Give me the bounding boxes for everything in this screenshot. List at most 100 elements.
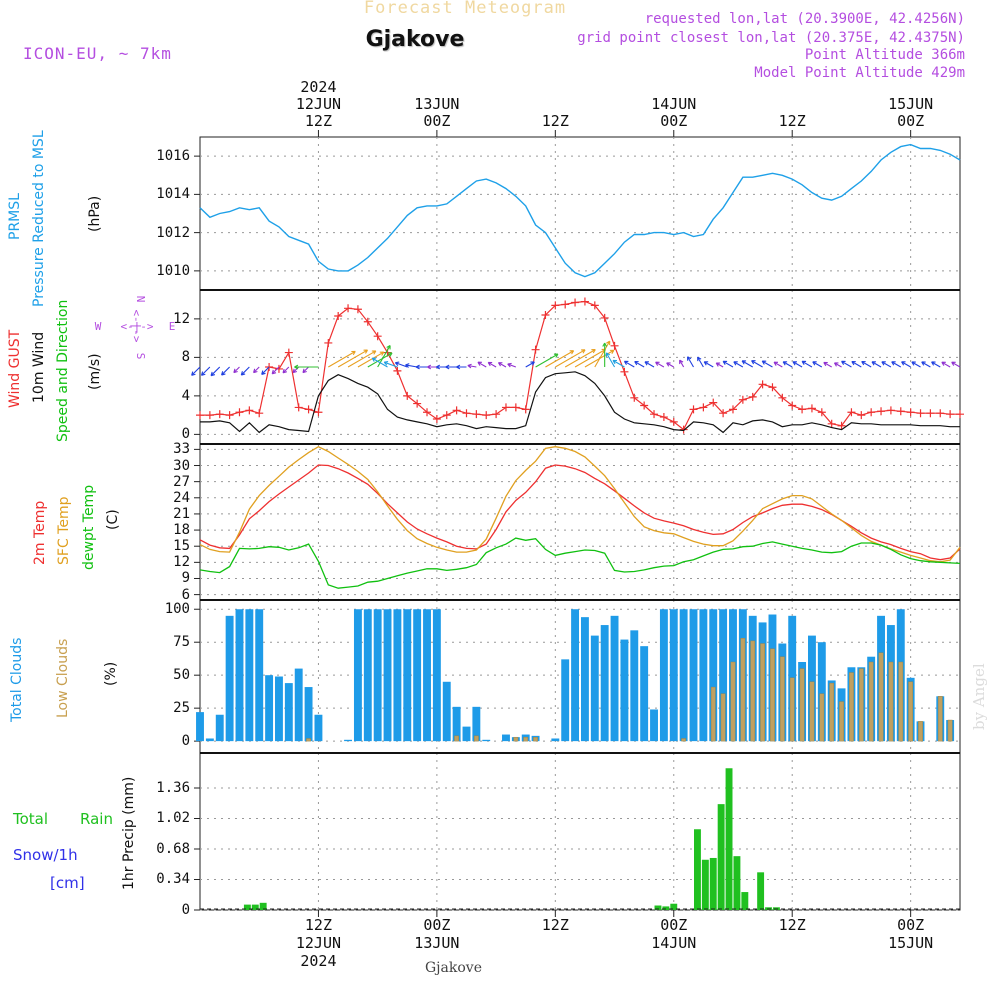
compass-ew-arrow: <-|-> — [120, 320, 153, 333]
wind-arrow — [367, 352, 393, 368]
wind-arrow — [545, 350, 575, 368]
wind-arrow — [602, 342, 608, 367]
gust-point — [334, 311, 343, 320]
temp-ytick-label: 18 — [173, 522, 190, 539]
gust-point — [373, 332, 382, 341]
wind-arrow — [941, 361, 951, 368]
wind-arrow — [282, 366, 290, 374]
low-cloud-bar — [858, 668, 864, 742]
low-cloud-bar — [868, 661, 874, 742]
total-cloud-bar — [502, 734, 510, 742]
total-cloud-bar — [630, 630, 639, 742]
gust-point — [235, 408, 244, 417]
gust-point — [482, 411, 491, 420]
footer-location: Gjakove — [425, 960, 482, 976]
gust-point — [561, 300, 570, 309]
low-cloud-bar — [681, 738, 687, 742]
gust-point — [521, 405, 530, 414]
total-cloud-bar — [719, 609, 728, 742]
wind-arrow — [911, 361, 921, 368]
wind-arrow — [467, 363, 477, 369]
precip-bar — [717, 804, 725, 910]
wind-arrow — [233, 366, 240, 374]
top-time-label: 13JUN — [414, 95, 460, 113]
total-cloud-bar — [245, 609, 254, 742]
gust-point — [827, 419, 836, 428]
total-cloud-bar — [403, 609, 412, 742]
wind-arrow — [703, 361, 714, 368]
total-cloud-bar — [571, 609, 580, 742]
gust-point — [679, 425, 688, 434]
wind-arrow — [445, 364, 457, 370]
gust-point — [196, 411, 204, 420]
precip-bar — [701, 859, 709, 910]
wind-arrow — [605, 352, 616, 368]
wind-ytick-label: 0 — [181, 426, 190, 443]
wind-arrow — [761, 360, 773, 368]
gust-point — [788, 401, 797, 410]
gust-point — [541, 311, 550, 320]
wind-arrow — [240, 366, 250, 376]
location-title: Gjakove — [365, 27, 465, 52]
top-time-label: 12JUN — [295, 95, 342, 113]
low-cloud-bar — [849, 672, 854, 742]
low-cloud-bar — [473, 735, 479, 742]
total-cloud-bar — [689, 609, 698, 742]
gust-point — [956, 410, 964, 419]
gust-point — [304, 405, 313, 414]
total-cloud-bar — [472, 706, 481, 742]
bottom-time-label: 13JUN — [414, 934, 460, 952]
gust-point — [778, 393, 787, 402]
precip-bar — [741, 892, 749, 910]
temp-ytick-label: 6 — [181, 586, 190, 603]
total-cloud-bar — [373, 609, 382, 742]
total-cloud-bar — [284, 683, 293, 742]
low-cloud-bar — [306, 738, 311, 742]
wind-arrow — [687, 356, 694, 368]
gust-point — [659, 413, 668, 422]
low-cloud-bar — [750, 640, 756, 742]
gust-point — [926, 409, 935, 418]
gust-point — [719, 409, 728, 418]
wind-arrow — [191, 366, 201, 376]
gust-point — [403, 391, 412, 400]
low-cloud-bar — [770, 648, 775, 742]
bottom-time-label: 14JUN — [651, 934, 697, 952]
total-cloud-bar — [304, 687, 313, 742]
low-cloud-bar — [898, 661, 904, 742]
gust-point — [837, 421, 846, 430]
gust-point — [650, 410, 659, 419]
compass-s: S — [134, 353, 147, 360]
wind-arrow — [644, 361, 655, 368]
wind-arrow — [951, 361, 961, 368]
temp-ytick-label: 12 — [173, 554, 190, 571]
snow-unit: [cm] — [50, 874, 85, 892]
bottom-time-label: 12Z — [541, 916, 569, 934]
total-cloud-bar — [393, 609, 402, 742]
compass-w: W — [95, 320, 102, 333]
wind-arrow — [261, 366, 270, 375]
bottom-time-label: 12Z — [304, 916, 332, 934]
wind-arrow — [357, 351, 385, 368]
total-cloud-bar — [659, 609, 668, 742]
top-time-label: 14JUN — [651, 95, 697, 113]
temp-ytick-label: 15 — [173, 538, 190, 555]
wind-arrow — [812, 361, 823, 368]
wind-arrow — [901, 361, 911, 368]
wind-arrow — [782, 361, 793, 368]
pressure-ytick-label: 1012 — [156, 224, 190, 241]
total-cloud-bar — [462, 726, 471, 742]
clouds-ytick-label: 25 — [173, 700, 190, 717]
total-cloud-bar — [669, 609, 678, 742]
top-time-label: 2024 — [300, 78, 337, 96]
wind-ytick-label: 12 — [173, 310, 190, 327]
total-cloud-bar — [225, 615, 234, 742]
gust-point — [511, 403, 520, 412]
total-cloud-bar — [482, 739, 491, 742]
total-cloud-bar — [423, 609, 431, 742]
gust-point — [689, 405, 698, 414]
top-time-label: 12Z — [304, 112, 332, 130]
gust-point — [413, 399, 422, 408]
precip-ytick-label: 1.36 — [156, 779, 190, 796]
